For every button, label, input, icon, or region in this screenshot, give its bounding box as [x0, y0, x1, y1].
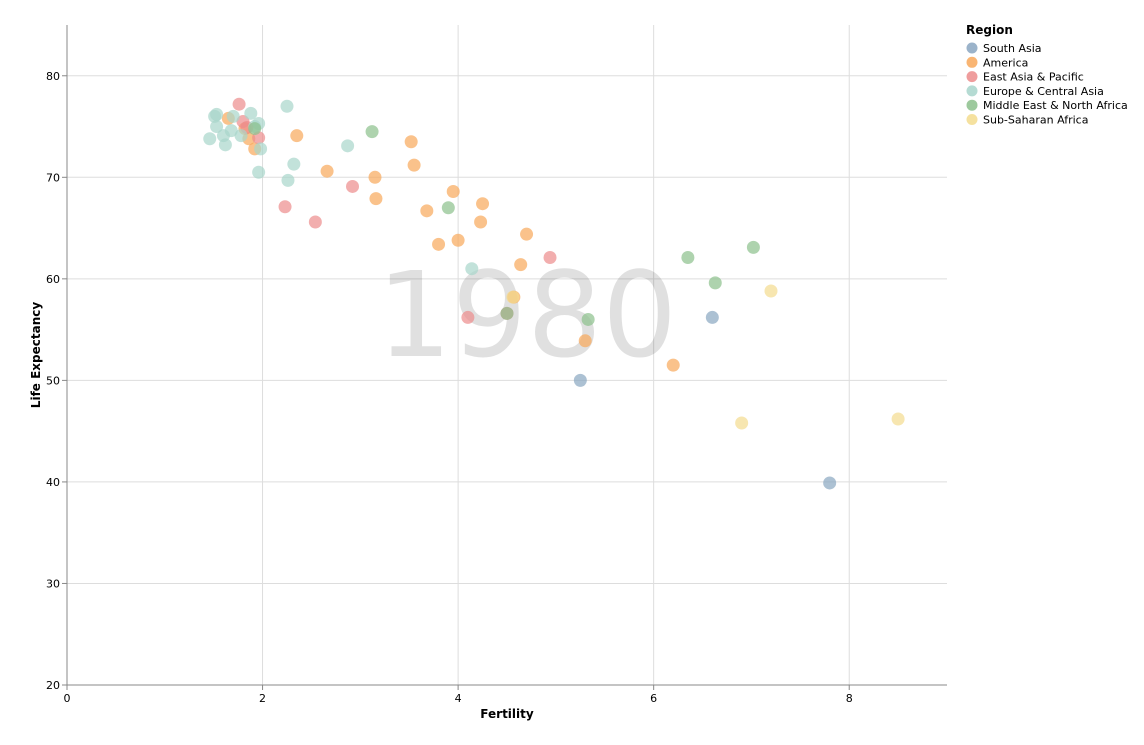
x-tick-label: 6	[650, 692, 657, 705]
data-point	[520, 227, 534, 241]
data-point	[281, 173, 295, 187]
data-point	[573, 373, 587, 387]
data-point	[451, 233, 465, 247]
legend-swatch	[966, 42, 978, 54]
legend-label: Europe & Central Asia	[983, 85, 1104, 98]
axes: 0 2 4 6 8 20 30 40 50 60 70 80	[46, 25, 947, 705]
legend-label: Sub-Saharan Africa	[983, 114, 1088, 127]
data-point	[320, 164, 334, 178]
data-point	[441, 201, 455, 215]
legend-title: Region	[966, 23, 1013, 37]
data-point	[746, 240, 760, 254]
data-point	[218, 138, 232, 152]
data-point	[823, 476, 837, 490]
data-point	[346, 179, 360, 193]
data-point	[248, 122, 262, 136]
data-point	[203, 132, 217, 146]
legend-label: Middle East & North Africa	[983, 99, 1128, 112]
y-tick-label: 80	[46, 70, 60, 83]
grid	[67, 25, 947, 685]
data-point	[500, 306, 514, 320]
data-point	[280, 99, 294, 113]
data-point	[420, 204, 434, 218]
data-point	[226, 109, 240, 123]
data-point	[465, 262, 479, 276]
y-tick-label: 70	[46, 171, 60, 184]
data-point	[764, 284, 778, 298]
x-tick-label: 4	[455, 692, 462, 705]
y-tick-label: 20	[46, 679, 60, 692]
legend-label: East Asia & Pacific	[983, 71, 1084, 84]
data-point	[581, 312, 595, 326]
data-point	[476, 197, 490, 211]
data-point	[368, 170, 382, 184]
data-point	[308, 215, 322, 229]
data-point	[705, 310, 719, 324]
data-point	[290, 129, 304, 143]
data-point	[514, 258, 528, 272]
legend-label: America	[983, 56, 1028, 69]
data-point	[341, 139, 355, 153]
data-point	[365, 125, 379, 139]
legend-swatch	[966, 85, 978, 97]
data-point	[891, 412, 905, 426]
data-point	[446, 185, 460, 199]
x-axis-title: Fertility	[480, 707, 534, 721]
data-point	[666, 358, 680, 372]
data-point	[432, 237, 446, 251]
legend-swatch	[966, 114, 978, 125]
data-point	[234, 129, 248, 143]
y-tick-label: 60	[46, 273, 60, 286]
x-tick-label: 8	[846, 692, 853, 705]
x-tick-label: 0	[64, 692, 71, 705]
data-point	[404, 135, 418, 149]
data-point	[708, 276, 722, 290]
legend-swatch	[966, 99, 978, 111]
data-point	[224, 124, 238, 138]
y-tick-label: 30	[46, 577, 60, 590]
year-label: 1980	[377, 246, 677, 384]
data-point	[578, 334, 592, 348]
legend-label: South Asia	[983, 42, 1042, 55]
data-point	[287, 157, 301, 171]
data-points	[203, 97, 905, 490]
data-point	[474, 215, 488, 229]
data-point	[254, 142, 268, 156]
data-point	[735, 416, 749, 430]
data-point	[369, 192, 383, 206]
data-point	[210, 120, 224, 134]
data-point	[278, 200, 292, 214]
legend-swatch	[966, 56, 978, 68]
data-point	[252, 165, 266, 179]
data-point	[543, 251, 557, 265]
y-axis-title: Life Expectancy	[29, 302, 43, 409]
data-point	[506, 290, 520, 304]
data-point	[461, 310, 475, 324]
legend-swatch	[966, 71, 978, 83]
data-point	[210, 107, 224, 121]
data-point	[244, 106, 258, 120]
data-point	[681, 251, 695, 265]
x-tick-label: 2	[259, 692, 266, 705]
y-tick-label: 50	[46, 374, 60, 387]
data-point	[232, 97, 246, 111]
data-point	[407, 158, 421, 172]
y-tick-label: 40	[46, 476, 60, 489]
